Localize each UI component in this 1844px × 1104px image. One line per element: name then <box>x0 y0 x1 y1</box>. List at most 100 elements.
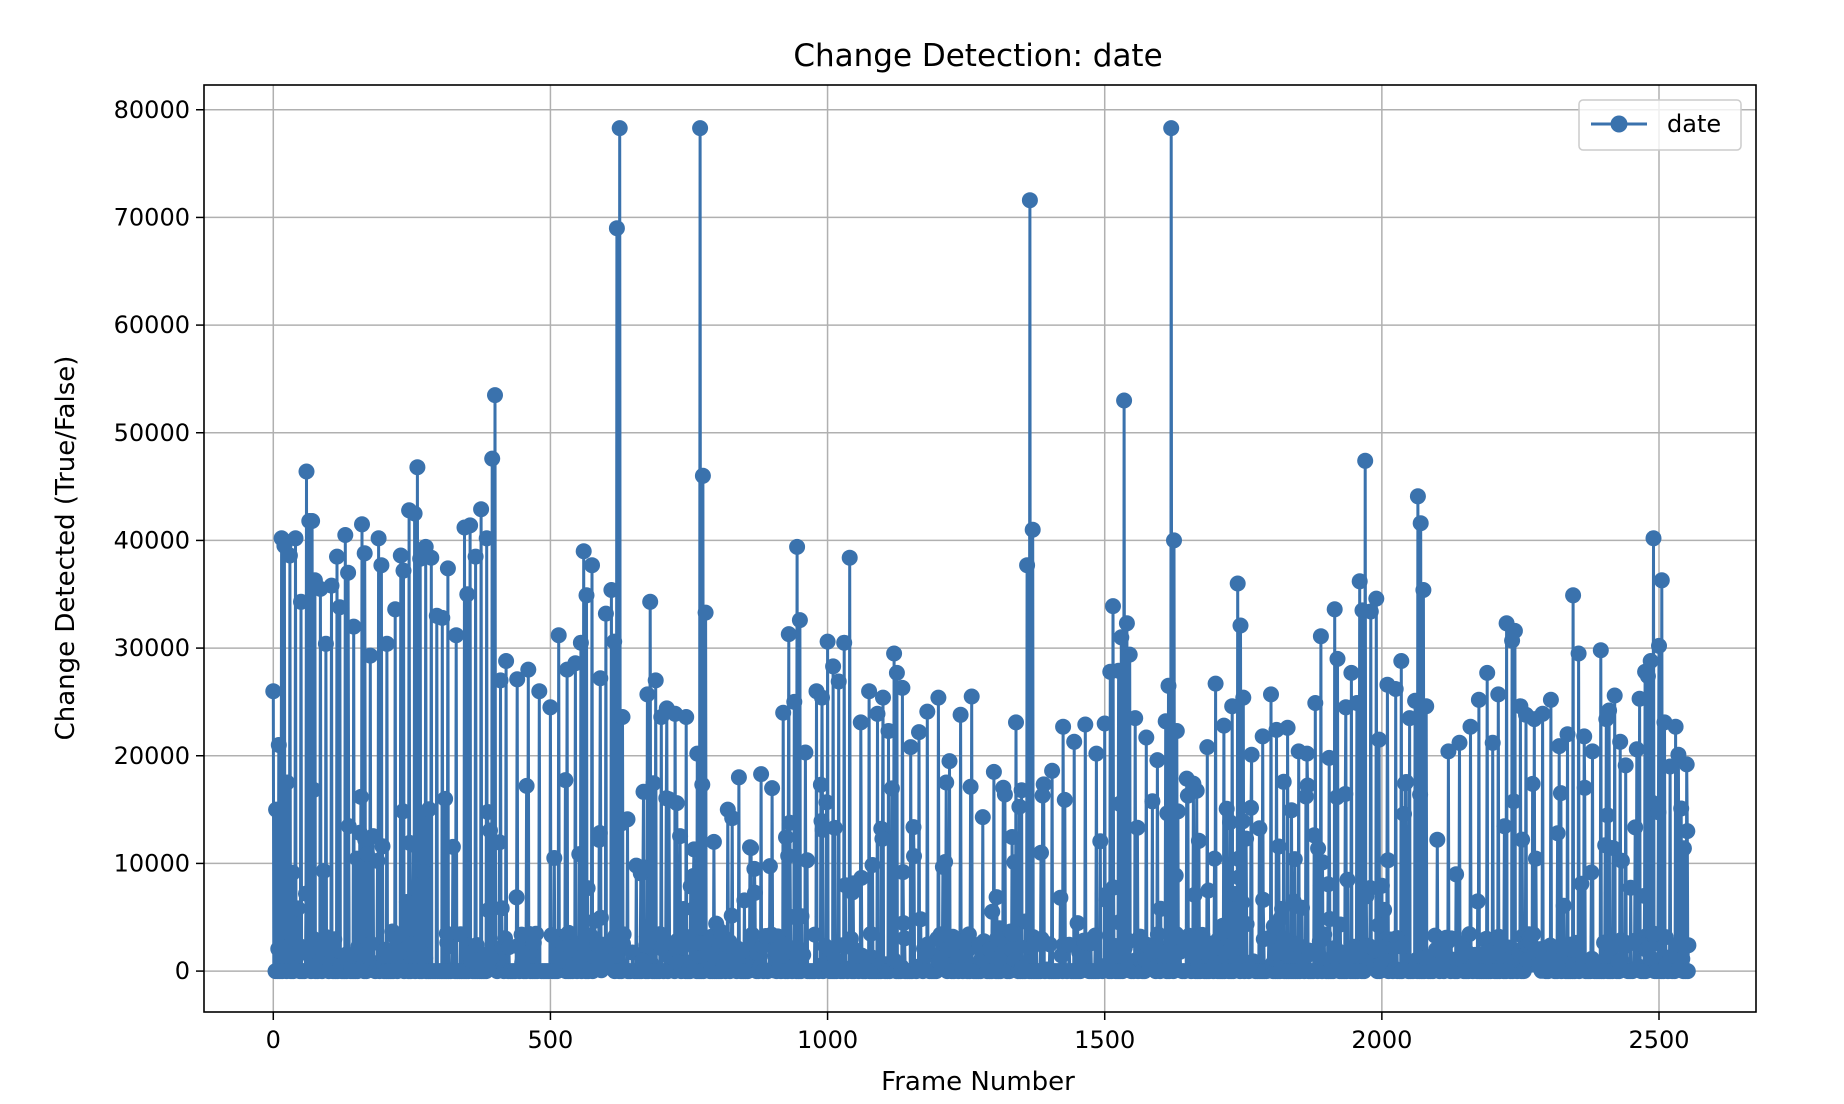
data-point <box>1339 871 1356 888</box>
data-point <box>1307 695 1324 711</box>
data-point <box>567 655 584 672</box>
data-point <box>405 836 421 853</box>
data-point <box>1207 675 1224 692</box>
data-point <box>694 776 711 793</box>
data-point <box>1218 800 1235 817</box>
data-point <box>645 775 662 792</box>
data-point <box>1127 710 1144 727</box>
data-point <box>444 838 461 855</box>
data-point <box>797 744 814 761</box>
data-point <box>1163 120 1180 137</box>
data-point <box>919 703 936 720</box>
data-point <box>1234 894 1251 911</box>
data-point <box>1006 854 1023 871</box>
data-point <box>685 868 702 884</box>
data-point <box>369 852 386 869</box>
data-point <box>508 889 525 906</box>
data-point <box>615 926 632 943</box>
data-point <box>1627 819 1644 836</box>
data-point <box>886 645 903 662</box>
data-point <box>1542 691 1559 708</box>
data-point <box>1019 557 1036 574</box>
data-point <box>1168 723 1185 739</box>
data-point <box>448 627 465 644</box>
data-point <box>1320 876 1337 893</box>
data-point <box>1326 601 1343 618</box>
data-point <box>1113 629 1130 646</box>
data-point <box>1429 831 1446 848</box>
data-point <box>1653 572 1670 589</box>
data-point <box>1412 786 1429 803</box>
data-point <box>491 834 508 851</box>
data-point <box>638 928 655 945</box>
data-point <box>606 633 623 650</box>
data-point <box>323 577 340 594</box>
legend-label-date: date <box>1667 110 1721 138</box>
data-point <box>1667 718 1684 735</box>
data-point <box>315 863 332 879</box>
data-point <box>743 840 760 856</box>
data-point <box>592 670 609 687</box>
data-point <box>875 689 891 706</box>
data-point <box>1565 587 1582 604</box>
data-point <box>1111 795 1128 812</box>
data-point <box>1230 869 1247 886</box>
data-point <box>370 530 387 547</box>
data-point <box>952 706 969 723</box>
data-point <box>1461 926 1478 943</box>
data-point <box>1628 741 1645 758</box>
data-point <box>608 220 625 237</box>
data-point <box>1088 745 1105 762</box>
data-point <box>1243 746 1260 763</box>
data-point <box>1617 757 1634 774</box>
data-point <box>1622 879 1639 896</box>
data-point <box>911 724 927 741</box>
data-point <box>1657 929 1674 946</box>
data-point <box>287 530 304 547</box>
data-point <box>1096 715 1113 732</box>
data-point <box>1643 950 1660 967</box>
data-point <box>781 814 798 831</box>
data-point <box>611 120 628 137</box>
data-point <box>1279 719 1296 736</box>
data-point <box>298 463 315 480</box>
data-point <box>1116 392 1133 409</box>
x-tick-label: 1500 <box>1074 1026 1135 1054</box>
data-point <box>409 459 426 476</box>
y-tick-label: 60000 <box>114 311 190 339</box>
data-point <box>902 739 919 756</box>
data-point <box>1412 515 1429 532</box>
data-point <box>778 829 794 846</box>
y-tick-label: 40000 <box>114 526 190 554</box>
data-point <box>1613 852 1630 869</box>
data-point <box>1286 851 1303 868</box>
data-point <box>1398 774 1415 790</box>
data-point <box>1229 575 1246 592</box>
data-point <box>1149 926 1166 943</box>
data-point <box>1254 728 1271 745</box>
data-point <box>1599 807 1616 824</box>
y-axis-title: Change Detected (True/False) <box>51 356 81 741</box>
data-point <box>1371 731 1388 748</box>
data-point <box>1496 818 1513 835</box>
data-point <box>265 683 282 700</box>
data-point <box>572 634 589 651</box>
data-point <box>1626 932 1643 949</box>
data-point <box>799 852 816 869</box>
data-point <box>1149 752 1166 769</box>
data-point <box>597 605 614 622</box>
data-point <box>272 938 289 955</box>
data-point <box>1490 686 1507 703</box>
data-point <box>789 538 806 555</box>
data-point <box>345 618 362 635</box>
data-point <box>1138 729 1155 746</box>
data-point <box>473 501 490 518</box>
data-point <box>963 688 980 705</box>
data-point <box>1299 745 1315 762</box>
data-point <box>1283 802 1300 819</box>
data-point <box>1470 691 1487 708</box>
data-point <box>326 931 343 948</box>
legend-marker-swatch <box>1610 115 1628 133</box>
data-point <box>1373 877 1390 894</box>
data-point <box>1573 875 1590 892</box>
